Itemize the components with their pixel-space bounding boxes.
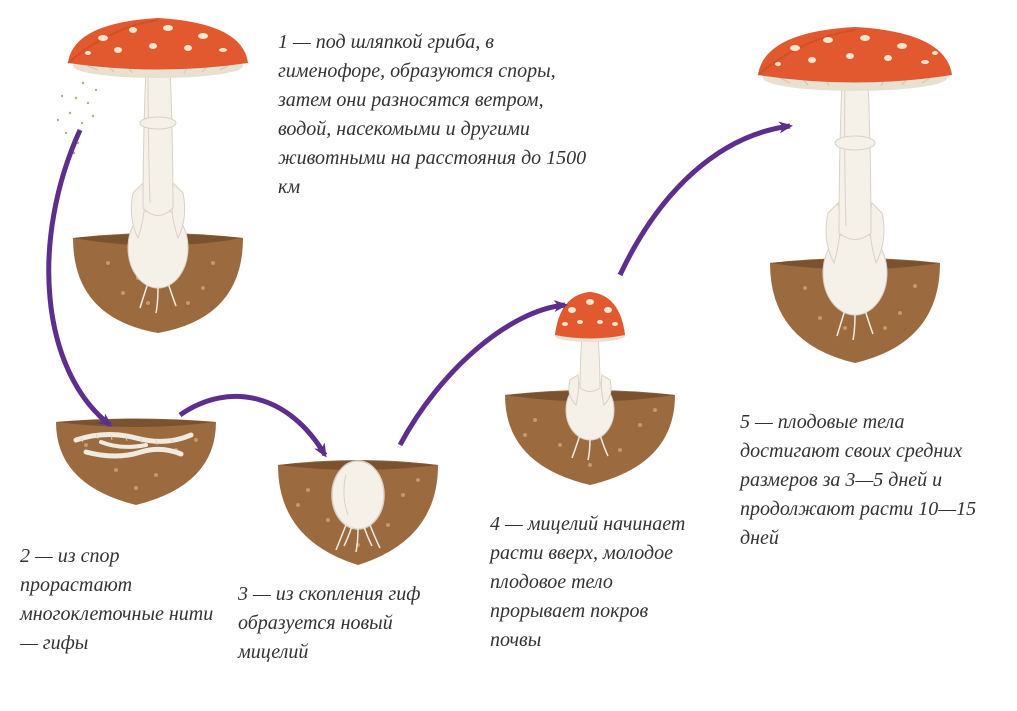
caption-prefix: 2 — <box>20 545 58 567</box>
stage-2-caption: 2 — из спор прорастают многоклеточные ни… <box>20 542 220 658</box>
caption-prefix: 3 — <box>238 583 276 605</box>
stage-4-caption: 4 — мицелий начинает расти вверх, молодо… <box>490 510 700 655</box>
stage-3-caption: 3 — из скопления гиф образуется новый ми… <box>238 580 448 667</box>
caption-prefix: 5 — <box>740 411 778 433</box>
caption-prefix: 1 — <box>278 31 316 53</box>
stage-1-caption: 1 — под шляпкой гриба, в гименофоре, обр… <box>278 28 588 202</box>
caption-prefix: 4 — <box>490 513 528 535</box>
stage-5-caption: 5 — плодовые тела достигают своих средни… <box>740 408 1000 553</box>
caption-text: под шляпкой гриба, в гименофоре, образую… <box>278 31 586 198</box>
